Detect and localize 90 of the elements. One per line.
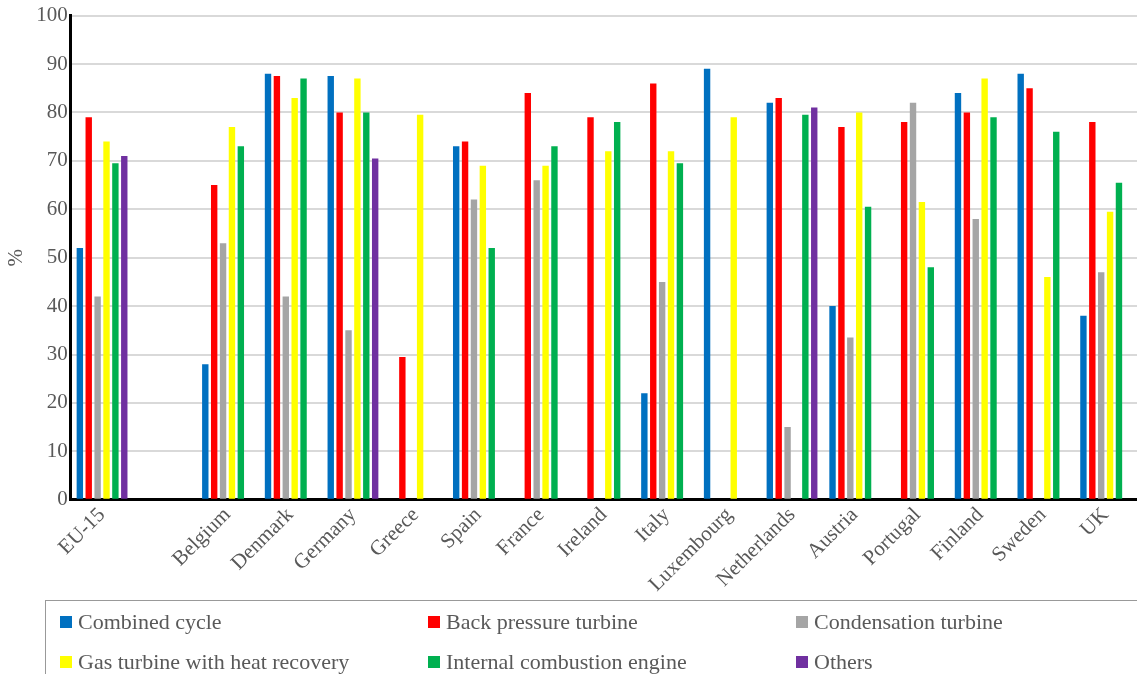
bar [228, 126, 236, 499]
y-tick-label: 100 [36, 2, 68, 27]
bar [1080, 315, 1087, 499]
bar [1026, 88, 1033, 499]
bar [85, 117, 92, 499]
legend-label: Back pressure turbine [446, 609, 638, 635]
bar [371, 158, 379, 499]
bar [811, 107, 818, 499]
bar [103, 141, 110, 499]
bar [605, 151, 612, 499]
bar [703, 68, 711, 499]
bar [981, 78, 988, 499]
bar [354, 78, 361, 499]
bar [202, 364, 209, 499]
bar [1115, 182, 1123, 499]
bar [1017, 73, 1024, 499]
bar [282, 296, 289, 499]
y-tick-label: 30 [46, 341, 68, 366]
bar [1053, 131, 1060, 499]
bar [587, 117, 594, 499]
bar [210, 185, 218, 499]
bar [954, 93, 962, 499]
y-tick-label: 20 [46, 389, 68, 414]
bar [345, 330, 352, 499]
y-tick-label: 90 [46, 50, 68, 75]
bar [300, 78, 307, 499]
bar [990, 117, 997, 499]
bar [112, 163, 119, 499]
bar [264, 73, 272, 499]
bar [470, 199, 478, 499]
legend-label: Gas turbine with heat recovery [78, 649, 350, 674]
bar [847, 337, 854, 499]
bar [524, 93, 531, 499]
bar [775, 97, 782, 499]
y-tick-label: 40 [46, 292, 68, 317]
bar [613, 122, 621, 499]
y-tick-label: 60 [46, 195, 68, 220]
bar [900, 122, 908, 499]
y-axis-title: % [3, 248, 28, 267]
bar [416, 114, 424, 499]
bar [76, 247, 84, 499]
bar [94, 296, 101, 499]
bar [542, 165, 549, 499]
x-tick-label: UK [1074, 502, 1114, 541]
legend-label: Others [814, 649, 873, 674]
bar [766, 102, 774, 499]
bar [273, 76, 281, 499]
bar [784, 427, 791, 499]
bar [676, 163, 684, 499]
bar [1106, 211, 1114, 499]
bar [909, 102, 917, 499]
bar [864, 206, 872, 499]
bar [918, 202, 926, 499]
y-tick-label: 70 [46, 147, 68, 172]
bar [336, 112, 343, 499]
bar [551, 146, 558, 499]
bar [363, 112, 370, 499]
y-tick-label: 80 [46, 98, 68, 123]
bar [1098, 272, 1105, 499]
bar [641, 393, 648, 499]
bar [963, 112, 971, 499]
legend-label: Combined cycle [78, 609, 222, 635]
bar [838, 126, 845, 499]
bar [488, 247, 495, 499]
y-tick-label: 0 [57, 486, 68, 511]
y-tick-label: 10 [46, 437, 68, 462]
bar [972, 218, 979, 499]
bar [237, 146, 245, 499]
bar [658, 281, 666, 499]
bar [855, 112, 863, 499]
bar [802, 114, 809, 499]
bar [121, 156, 128, 499]
bar [461, 141, 469, 499]
bar [829, 306, 836, 499]
bar [291, 97, 298, 499]
bar [1089, 122, 1096, 499]
bar [219, 243, 227, 499]
legend-label: Internal combustion engine [446, 649, 687, 674]
legend-label: Condensation turbine [814, 609, 1003, 635]
bar [667, 151, 675, 499]
bar [650, 83, 657, 499]
bar [452, 146, 460, 499]
bar [927, 267, 934, 499]
bar [399, 356, 406, 499]
bar [533, 180, 540, 499]
bar [479, 165, 487, 499]
bar [1044, 277, 1051, 499]
bar [730, 117, 737, 499]
y-tick-label: 50 [46, 244, 68, 269]
bar [327, 76, 334, 499]
